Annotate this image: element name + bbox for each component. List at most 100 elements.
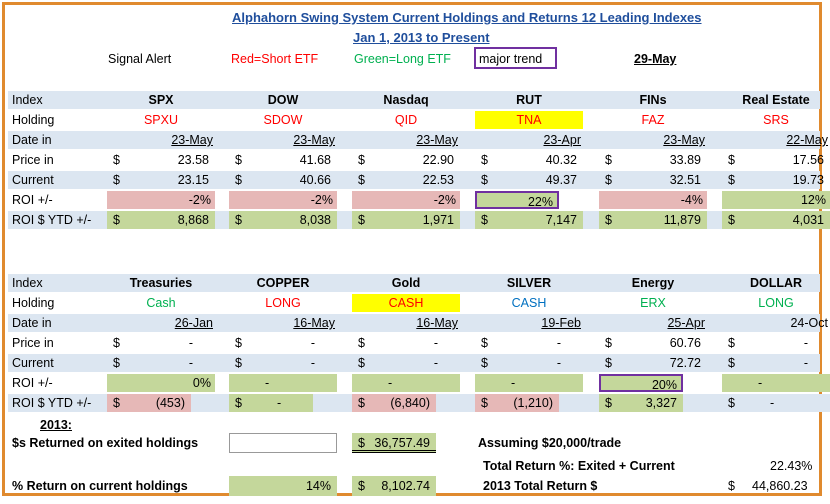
row-band <box>8 91 820 109</box>
price-in-value: 22.90 <box>422 153 454 167</box>
index-header: Gold <box>391 276 421 290</box>
price-in-cell: $60.76 <box>599 334 707 352</box>
date-in-cell: 23-May <box>293 133 335 147</box>
current-cell: $40.66 <box>229 171 337 189</box>
total-return-value: 22.43% <box>770 459 813 473</box>
total-return-label: Total Return %: Exited + Current <box>483 459 675 473</box>
price-in-value: - <box>188 336 193 350</box>
roi-ytd-value: 4,031 <box>792 213 824 227</box>
current-value: - <box>803 356 808 370</box>
current-cell: $ - <box>475 354 583 372</box>
roi-ytd-cell: $3,327 <box>599 394 683 412</box>
current-value: 72.72 <box>669 356 701 370</box>
current-cell: $ - <box>229 354 337 372</box>
total-2013-label: 2013 Total Return $ <box>483 479 598 493</box>
roi-ytd-cell: $8,038 <box>229 211 337 229</box>
holding-cell: LONG <box>265 296 301 310</box>
date-in-cell: 23-Apr <box>543 133 581 147</box>
roi-ytd-cell: $7,147 <box>475 211 583 229</box>
holding-cell: CASH <box>352 294 460 312</box>
date-in-cell: 16-May <box>416 316 458 330</box>
price-in-cell: $ - <box>352 334 460 352</box>
holding-cell: SDOW <box>263 113 303 127</box>
roi-cell: 0% <box>107 374 215 392</box>
index-header: DOW <box>267 93 299 107</box>
currency-sign: $ <box>358 173 365 187</box>
currency-sign: $ <box>481 153 488 167</box>
currency-sign: $ <box>728 336 735 350</box>
index-header: Treasuries <box>129 276 193 290</box>
currency-sign: $ <box>113 213 120 227</box>
red-short-legend: Red=Short ETF <box>231 52 319 66</box>
row-label-index: Index <box>12 93 43 107</box>
row-label-roi: ROI +/- <box>12 193 53 207</box>
row-band <box>8 171 820 189</box>
row-label-price-in: Price in <box>12 336 54 350</box>
price-in-value: - <box>556 336 561 350</box>
roi-ytd-cell: $ - <box>229 394 313 412</box>
roi-cell: 20% <box>599 374 683 392</box>
currency-sign: $ <box>235 213 242 227</box>
roi-ytd-cell: $ (1,210) <box>475 394 559 412</box>
current-cell: $19.73 <box>722 171 830 189</box>
report-date: 29-May <box>634 52 677 66</box>
roi-ytd-value: 11,879 <box>663 213 701 227</box>
roi-cell: 12% <box>722 191 830 209</box>
roi-ytd-value: 3,327 <box>645 396 677 410</box>
roi-cell: - <box>229 374 337 392</box>
roi-ytd-value: 7,147 <box>545 213 577 227</box>
currency-sign: $ <box>605 336 612 350</box>
price-in-value: - <box>310 336 315 350</box>
roi-ytd-value: 8,868 <box>177 213 209 227</box>
current-value: 19.73 <box>792 173 824 187</box>
current-value-cell: $ 8,102.74 <box>352 476 436 496</box>
current-cell: $32.51 <box>599 171 707 189</box>
date-in-cell: 23-May <box>171 133 213 147</box>
roi-cell: 22% <box>475 191 559 209</box>
row-label-roi-ytd: ROI $ YTD +/- <box>12 213 92 227</box>
roi-value: - <box>388 376 393 390</box>
row-label-current: Current <box>12 173 54 187</box>
current-cell: $49.37 <box>475 171 583 189</box>
signal-alert-label: Signal Alert <box>108 52 172 66</box>
currency-sign: $ <box>358 213 365 227</box>
roi-cell: -4% <box>599 191 707 209</box>
index-header: Real Estate <box>742 93 810 107</box>
roi-ytd-value: - <box>770 396 775 410</box>
row-band <box>8 131 820 149</box>
summary-year: 2013: <box>40 418 72 432</box>
assuming-note: Assuming $20,000/trade <box>478 436 622 450</box>
index-header: DOLLAR <box>749 276 803 290</box>
current-value: 32.51 <box>669 173 701 187</box>
index-header: Nasdaq <box>383 93 429 107</box>
current-value: 49.37 <box>545 173 577 187</box>
currency-sign: $ <box>481 356 488 370</box>
page-title: Alphahorn Swing System Current Holdings … <box>232 10 702 25</box>
roi-value: - <box>758 376 763 390</box>
roi-ytd-value: 8,038 <box>299 213 331 227</box>
holding-cell: ERX <box>640 296 666 310</box>
holding-cell: SPXU <box>143 113 179 127</box>
price-in-cell: $22.90 <box>352 151 460 169</box>
currency-sign: $ <box>358 479 365 493</box>
currency-sign: $ <box>358 153 365 167</box>
currency-sign: $ <box>481 336 488 350</box>
date-in-cell: 24-Oct <box>790 316 828 330</box>
price-in-cell: $ - <box>229 334 337 352</box>
roi-ytd-cell: $1,971 <box>352 211 460 229</box>
current-value: 8,102.74 <box>381 479 430 493</box>
index-header: COPPER <box>256 276 310 290</box>
roi-ytd-cell: $4,031 <box>722 211 830 229</box>
exited-value: 36,757.49 <box>374 436 430 450</box>
current-cell: $72.72 <box>599 354 707 372</box>
row-label-price-in: Price in <box>12 153 54 167</box>
currency-sign: $ <box>358 436 365 450</box>
roi-ytd-value: - <box>277 396 282 410</box>
roi-value: -2% <box>188 193 211 207</box>
currency-sign: $ <box>113 173 120 187</box>
spreadsheet-frame <box>2 2 822 496</box>
price-in-cell: $17.56 <box>722 151 830 169</box>
roi-ytd-cell: $ - <box>722 394 830 412</box>
price-in-value: 41.68 <box>299 153 331 167</box>
roi-ytd-value: (6,840) <box>390 396 430 410</box>
